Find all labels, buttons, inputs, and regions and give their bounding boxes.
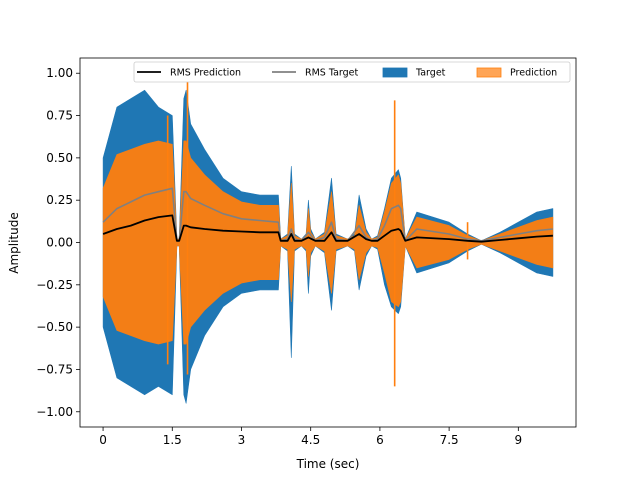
y-tick-label: −0.25 (36, 278, 73, 292)
y-tick-label: 0.00 (46, 236, 73, 250)
y-tick-label: 1.00 (46, 66, 73, 80)
legend-label-rms-prediction: RMS Prediction (170, 68, 241, 79)
prediction-envelope (102, 140, 554, 345)
legend-label-target: Target (415, 68, 446, 79)
y-tick-label: −1.00 (36, 405, 73, 419)
legend-label-prediction: Prediction (510, 68, 557, 79)
y-tick-label: 0.50 (46, 151, 73, 165)
y-tick-label: 0.75 (46, 109, 73, 123)
y-tick-label: −0.50 (36, 320, 73, 334)
x-axis: 0 1.5 3 4.5 6 7.5 9 (99, 427, 522, 447)
legend: RMS Prediction RMS Target Target Prediction (133, 61, 571, 83)
x-tick-label: 0 (99, 433, 107, 447)
y-axis-label: Amplitude (7, 212, 21, 274)
x-tick-label: 7.5 (440, 433, 459, 447)
rms-target-line (102, 187, 553, 242)
x-tick-label: 9 (515, 433, 523, 447)
x-tick-label: 6 (376, 433, 384, 447)
legend-swatch-target (382, 67, 408, 78)
x-tick-label: 3 (238, 433, 246, 447)
x-tick-label: 1.5 (163, 433, 182, 447)
legend-box (133, 61, 571, 83)
legend-label-rms-target: RMS Target (305, 68, 359, 79)
y-axis: −1.00 −0.75 −0.50 −0.25 0.00 0.25 0.50 0.75 1.00 (36, 66, 80, 419)
y-tick-label: 0.25 (46, 193, 73, 207)
plot-area (102, 81, 554, 404)
y-tick-label: −0.75 (36, 362, 73, 376)
x-tick-label: 4.5 (301, 433, 320, 447)
legend-swatch-prediction (476, 67, 502, 78)
x-axis-label: Time (sec) (296, 457, 360, 471)
rms-prediction-line (102, 214, 553, 243)
